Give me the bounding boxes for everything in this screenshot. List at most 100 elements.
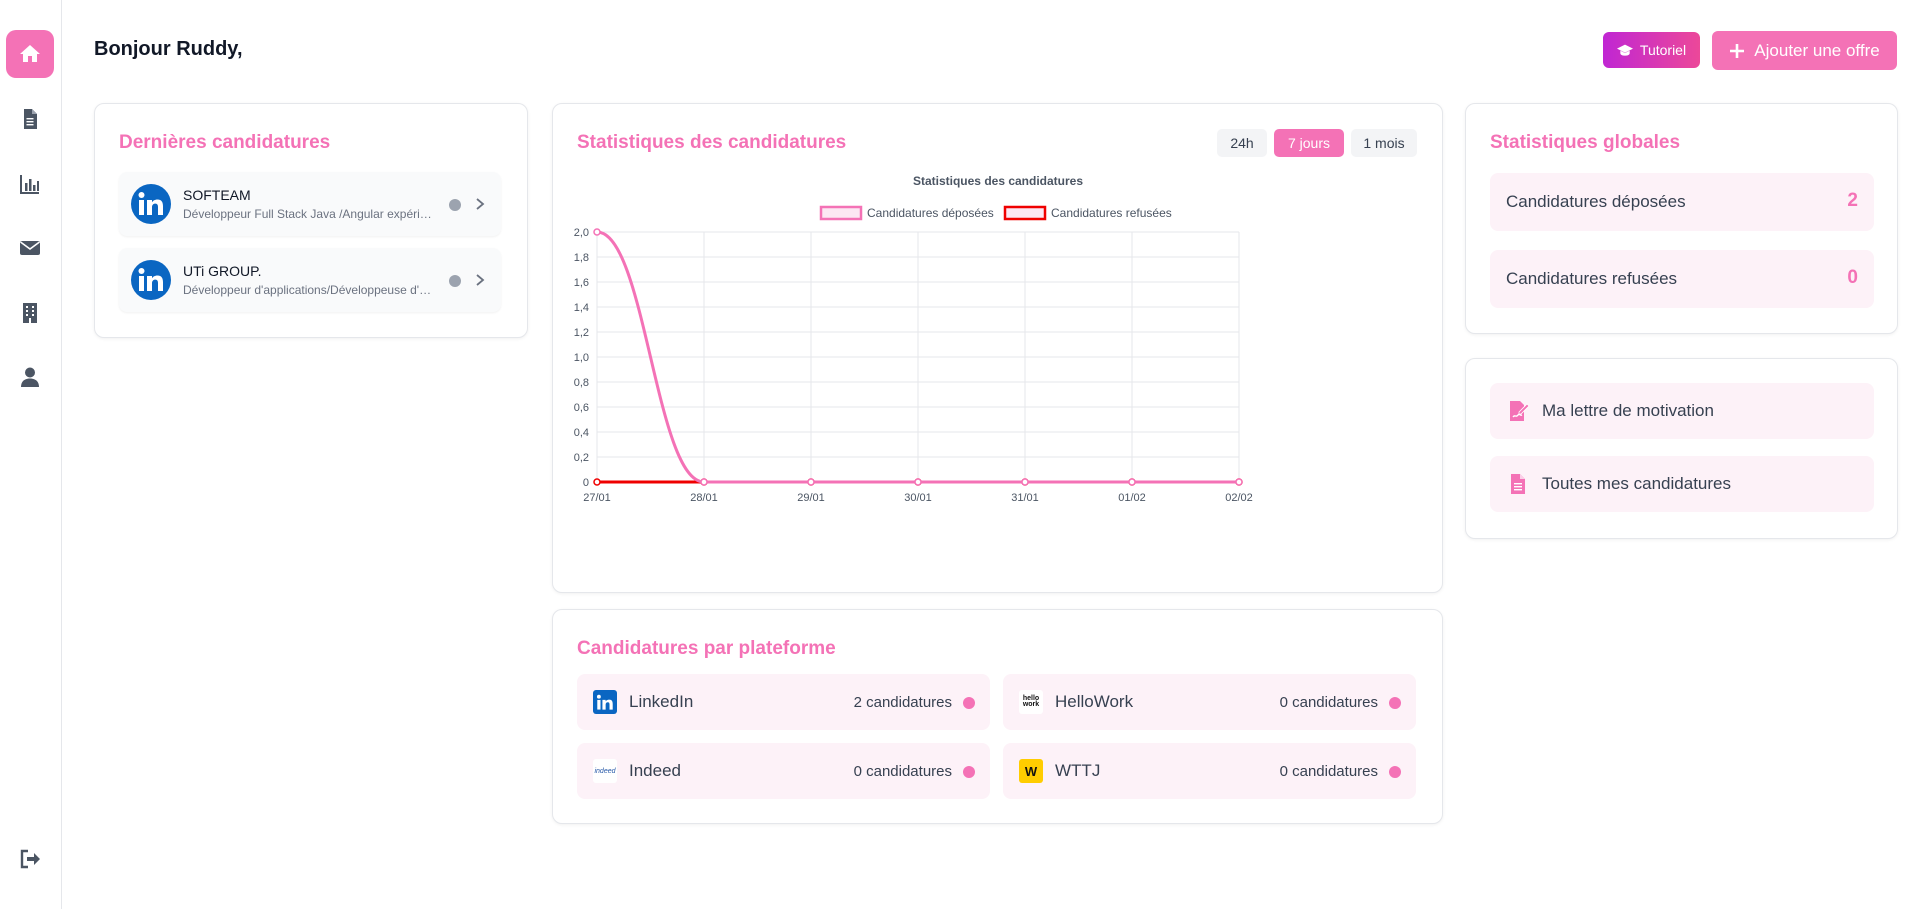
link-label: Ma lettre de motivation bbox=[1542, 401, 1714, 420]
stat-label: Candidatures déposées bbox=[1506, 192, 1686, 211]
status-dot bbox=[449, 275, 461, 287]
quick-links-card: Ma lettre de motivation Toutes mes candi… bbox=[1465, 358, 1898, 539]
range-7days-button[interactable]: 7 jours bbox=[1274, 129, 1344, 157]
platforms-card: Candidatures par plateforme LinkedIn 2 c… bbox=[552, 609, 1443, 824]
all-applications-link[interactable]: Toutes mes candidatures bbox=[1490, 456, 1874, 512]
data-point bbox=[700, 478, 708, 486]
chevron-right-icon bbox=[476, 198, 485, 210]
indeed-logo-icon: indeed bbox=[593, 759, 617, 783]
tutorial-button[interactable]: Tutoriel bbox=[1603, 32, 1700, 68]
x-tick-label: 28/01 bbox=[690, 492, 718, 504]
logout-icon bbox=[20, 849, 40, 869]
global-stats-title: Statistiques globales bbox=[1490, 132, 1681, 153]
stat-row-refused: Candidatures refusées 0 bbox=[1490, 250, 1874, 308]
chart-legend: Candidatures déposées Candidatures refus… bbox=[819, 205, 1172, 221]
data-point bbox=[593, 478, 601, 486]
x-tick-label: 27/01 bbox=[583, 492, 611, 504]
y-tick-label: 0,4 bbox=[574, 427, 589, 439]
x-tick-label: 30/01 bbox=[904, 492, 932, 504]
data-point bbox=[807, 478, 815, 486]
legend-swatch-deposees bbox=[819, 205, 863, 221]
linkedin-logo-icon bbox=[593, 690, 617, 714]
platform-indeed: indeed Indeed 0 candidatures bbox=[577, 743, 990, 799]
y-tick-label: 1,6 bbox=[574, 277, 589, 289]
platform-hellowork: hello work HelloWork 0 candidatures bbox=[1003, 674, 1416, 730]
stat-value: 0 bbox=[1847, 267, 1858, 288]
chevron-right-icon bbox=[476, 274, 485, 286]
platforms-title: Candidatures par plateforme bbox=[577, 638, 836, 659]
y-tick-label: 1,4 bbox=[574, 302, 589, 314]
y-tick-label: 2,0 bbox=[574, 227, 589, 239]
company-name: UTi GROUP. bbox=[183, 263, 262, 279]
indeed-logo-text: indeed bbox=[594, 767, 616, 775]
motivation-letter-link[interactable]: Ma lettre de motivation bbox=[1490, 383, 1874, 439]
sidebar-item-statistics[interactable] bbox=[6, 160, 54, 208]
platform-count: 2 candidatures bbox=[853, 694, 952, 711]
platform-name: WTTJ bbox=[1055, 761, 1101, 780]
chart-title: Statistiques des candidatures bbox=[913, 174, 1083, 188]
stat-value: 2 bbox=[1847, 190, 1858, 211]
recent-applications-card: Dernières candidatures SOFTEAM Développe… bbox=[94, 103, 528, 338]
chart-series bbox=[593, 228, 1243, 486]
page-greeting: Bonjour Ruddy, bbox=[94, 38, 243, 60]
y-tick-label: 1,2 bbox=[574, 327, 589, 339]
range-24h-button[interactable]: 24h bbox=[1217, 129, 1267, 157]
add-offer-button[interactable]: Ajouter une offre bbox=[1712, 31, 1897, 70]
global-stats-card: Statistiques globales Candidatures dépos… bbox=[1465, 103, 1898, 334]
status-dot bbox=[963, 766, 975, 778]
y-tick-label: 0,8 bbox=[574, 377, 589, 389]
data-point bbox=[1235, 478, 1243, 486]
sidebar-item-home[interactable] bbox=[6, 30, 54, 78]
status-dot bbox=[449, 199, 461, 211]
graduation-cap-icon bbox=[1616, 44, 1633, 56]
data-point bbox=[593, 228, 601, 236]
data-point bbox=[1128, 478, 1136, 486]
sidebar-item-messages[interactable] bbox=[6, 224, 54, 272]
applications-stats-title: Statistiques des candidatures bbox=[577, 132, 847, 153]
series-line bbox=[596, 230, 1239, 484]
y-tick-label: 0,6 bbox=[574, 402, 589, 414]
logout-button[interactable] bbox=[6, 835, 54, 883]
hellowork-logo-icon: hello work bbox=[1019, 690, 1043, 714]
list-item[interactable]: UTi GROUP. Développeur d'applications/Dé… bbox=[119, 248, 501, 312]
list-item[interactable]: SOFTEAM Développeur Full Stack Java /Ang… bbox=[119, 172, 501, 236]
stat-row-deposited: Candidatures déposées 2 bbox=[1490, 173, 1874, 231]
x-tick-label: 01/02 bbox=[1118, 492, 1146, 504]
y-tick-label: 1,8 bbox=[574, 252, 589, 264]
linkedin-logo-icon bbox=[131, 260, 171, 300]
x-tick-label: 29/01 bbox=[797, 492, 825, 504]
plus-icon bbox=[1730, 43, 1745, 58]
job-title: Développeur Full Stack Java /Angular exp… bbox=[183, 207, 435, 221]
hellowork-logo-text: hello work bbox=[1022, 694, 1040, 708]
sidebar-item-documents[interactable] bbox=[6, 95, 54, 143]
status-dot bbox=[963, 697, 975, 709]
y-tick-label: 0 bbox=[583, 477, 589, 489]
user-icon bbox=[21, 367, 39, 387]
signature-icon bbox=[1510, 401, 1530, 421]
file-icon bbox=[1511, 474, 1525, 494]
applications-stats-card: Statistiques des candidatures 24h 7 jour… bbox=[552, 103, 1443, 593]
platform-wttj: W WTTJ 0 candidatures bbox=[1003, 743, 1416, 799]
stat-label: Candidatures refusées bbox=[1506, 269, 1678, 288]
sidebar-item-profile[interactable] bbox=[6, 353, 54, 401]
platform-linkedin: LinkedIn 2 candidatures bbox=[577, 674, 990, 730]
recent-applications-title: Dernières candidatures bbox=[119, 132, 331, 153]
status-dot bbox=[1389, 697, 1401, 709]
range-1month-button[interactable]: 1 mois bbox=[1351, 129, 1417, 157]
platform-count: 0 candidatures bbox=[1279, 694, 1378, 711]
platform-name: Indeed bbox=[629, 761, 681, 780]
chart-icon bbox=[20, 175, 39, 194]
wttj-logo-icon: W bbox=[1019, 759, 1043, 783]
data-point bbox=[914, 478, 922, 486]
sidebar-item-companies[interactable] bbox=[6, 289, 54, 337]
y-tick-label: 0,2 bbox=[574, 452, 589, 464]
company-name: SOFTEAM bbox=[183, 187, 251, 203]
chart-ticks: 2,0 1,8 1,6 1,4 1,2 1,0 0,8 0,6 0,4 0,2 0 27/01 28/0… bbox=[574, 227, 1253, 504]
chart-grid bbox=[596, 231, 1240, 483]
x-tick-label: 31/01 bbox=[1011, 492, 1039, 504]
sidebar bbox=[0, 0, 62, 909]
legend-swatch-refusees bbox=[1003, 205, 1047, 221]
mail-icon bbox=[20, 241, 40, 255]
status-dot bbox=[1389, 766, 1401, 778]
job-title: Développeur d'applications/Développeuse … bbox=[183, 283, 435, 297]
